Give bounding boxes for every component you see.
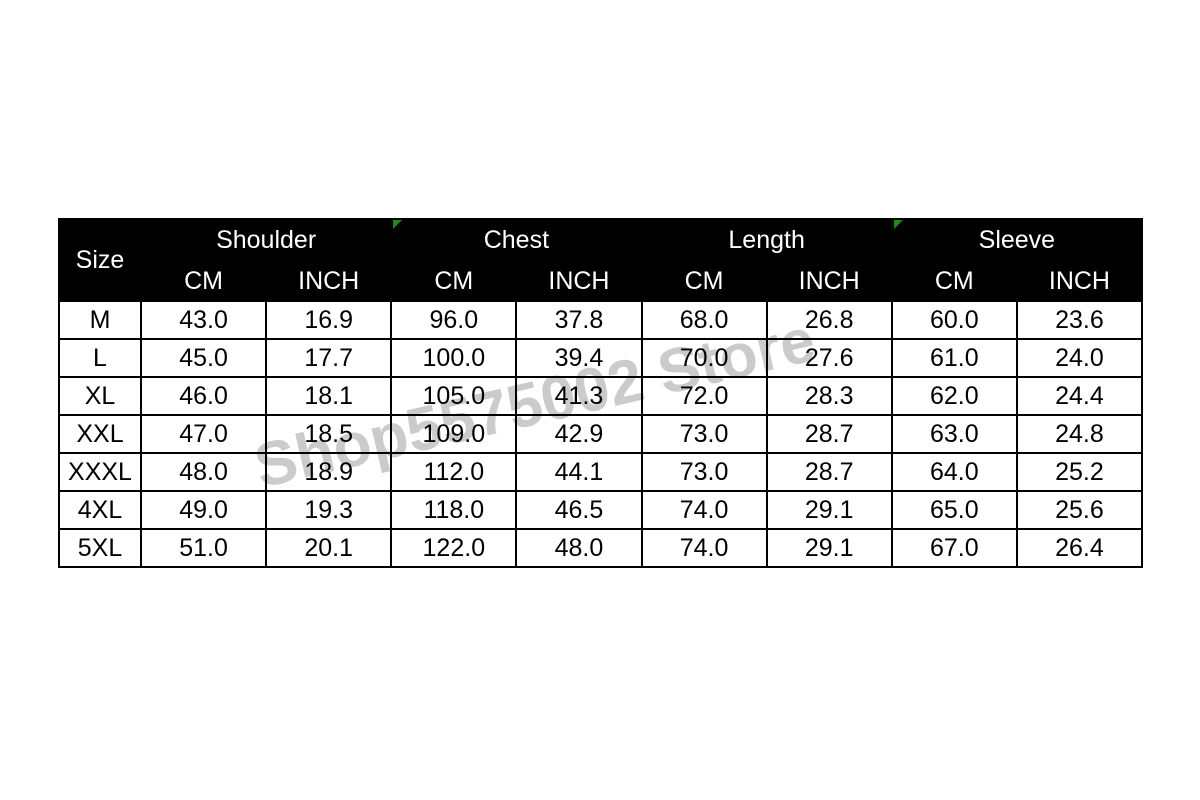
measurement-cell: 48.0: [139, 452, 268, 492]
measurement-cell: 27.6: [765, 338, 893, 378]
group-label: Sleeve: [978, 225, 1056, 254]
group-header-chest: Chest: [390, 218, 643, 262]
measurement-cell: 41.3: [515, 376, 643, 416]
unit-header-sleeve-cm: CM: [890, 260, 1018, 302]
size-chart-table: Size Shoulder Chest Length Sleeve CM: [58, 218, 1144, 568]
measurement-cell: 45.0: [139, 338, 268, 378]
measurement-cell: 44.1: [515, 452, 643, 492]
measurement-cell: 105.0: [390, 376, 518, 416]
measurement-cell: 46.5: [515, 490, 643, 530]
measurement-cell: 64.0: [890, 452, 1018, 492]
row-size-label: M: [58, 300, 142, 340]
measurement-cell: 60.0: [890, 300, 1018, 340]
table-row: XXXL 48.0 18.9 112.0 44.1 73.0 28.7 64.0 25.2: [58, 452, 1144, 492]
measurement-cell: 65.0: [890, 490, 1018, 530]
row-size-label: XL: [58, 376, 142, 416]
measurement-cell: 48.0: [515, 528, 643, 568]
unit-header-shoulder-inch: INCH: [265, 260, 393, 302]
row-size-label: 5XL: [58, 528, 142, 568]
group-header-length: Length: [640, 218, 893, 262]
measurement-cell: 51.0: [139, 528, 268, 568]
measurement-cell: 17.7: [265, 338, 393, 378]
measurement-cell: 62.0: [890, 376, 1018, 416]
measurement-cell: 25.6: [1015, 490, 1144, 530]
unit-header-chest-inch: INCH: [515, 260, 643, 302]
measurement-cell: 28.7: [765, 452, 893, 492]
row-size-label: XXL: [58, 414, 142, 454]
measurement-cell: 67.0: [890, 528, 1018, 568]
measurement-cell: 74.0: [640, 528, 768, 568]
measurement-cell: 112.0: [390, 452, 518, 492]
measurement-cell: 43.0: [139, 300, 268, 340]
measurement-cell: 37.8: [515, 300, 643, 340]
group-header-row: Size Shoulder Chest Length Sleeve: [58, 218, 1144, 302]
table-row: XXL 47.0 18.5 109.0 42.9 73.0 28.7 63.0 24.8: [58, 414, 1144, 454]
unit-header-row: CM INCH CM INCH CM INCH CM INCH: [59, 260, 1144, 302]
measurement-cell: 61.0: [890, 338, 1018, 378]
row-size-label: 4XL: [58, 490, 142, 530]
measurement-cell: 28.7: [765, 414, 893, 454]
measurement-cell: 28.3: [765, 376, 893, 416]
size-corner-cell: Size: [58, 218, 142, 302]
measurement-cell: 42.9: [515, 414, 643, 454]
measurement-cell: 63.0: [890, 414, 1018, 454]
measurement-cell: 73.0: [640, 452, 768, 492]
measurement-cell: 23.6: [1015, 300, 1144, 340]
table-row: M 43.0 16.9 96.0 37.8 68.0 26.8 60.0 23.6: [58, 300, 1144, 340]
measurement-cell: 26.4: [1015, 528, 1144, 568]
measurement-cell: 26.8: [765, 300, 893, 340]
unit-header-length-cm: CM: [640, 260, 768, 302]
unit-header-shoulder-cm: CM: [139, 260, 268, 302]
measurement-cell: 29.1: [765, 528, 893, 568]
measurement-cell: 39.4: [515, 338, 643, 378]
measurement-cell: 25.2: [1015, 452, 1144, 492]
measurement-cell: 19.3: [265, 490, 393, 530]
size-chart-body: M 43.0 16.9 96.0 37.8 68.0 26.8 60.0 23.6 L 45.0 17…: [58, 300, 1144, 568]
table-row: 4XL 49.0 19.3 118.0 46.5 74.0 29.1 65.0 25.6: [58, 490, 1144, 530]
measurement-cell: 68.0: [640, 300, 768, 340]
measurement-cell: 100.0: [390, 338, 518, 378]
group-label: Shoulder: [216, 225, 317, 254]
group-label: Chest: [483, 225, 550, 254]
measurement-cell: 46.0: [139, 376, 268, 416]
measurement-cell: 29.1: [765, 490, 893, 530]
table-row: XL 46.0 18.1 105.0 41.3 72.0 28.3 62.0 24.4: [58, 376, 1144, 416]
measurement-cell: 73.0: [640, 414, 768, 454]
measurement-cell: 118.0: [390, 490, 518, 530]
measurement-cell: 16.9: [265, 300, 393, 340]
unit-header-length-inch: INCH: [765, 260, 893, 302]
excel-corner-triangle-icon: [393, 221, 403, 229]
group-header-shoulder: Shoulder: [139, 218, 393, 262]
row-size-label: XXXL: [58, 452, 142, 492]
measurement-cell: 24.4: [1015, 376, 1144, 416]
measurement-cell: 24.0: [1015, 338, 1144, 378]
excel-corner-triangle-icon: [893, 221, 903, 229]
measurement-cell: 72.0: [640, 376, 768, 416]
measurement-cell: 18.9: [265, 452, 393, 492]
measurement-cell: 70.0: [640, 338, 768, 378]
group-header-sleeve: Sleeve: [890, 218, 1144, 262]
row-size-label: L: [58, 338, 142, 378]
measurement-cell: 47.0: [139, 414, 268, 454]
measurement-cell: 96.0: [390, 300, 518, 340]
measurement-cell: 18.5: [265, 414, 393, 454]
measurement-cell: 109.0: [390, 414, 518, 454]
table-row: 5XL 51.0 20.1 122.0 48.0 74.0 29.1 67.0 26.4: [58, 528, 1144, 568]
group-label: Length: [728, 225, 805, 254]
measurement-cell: 122.0: [390, 528, 518, 568]
measurement-cell: 74.0: [640, 490, 768, 530]
unit-header-sleeve-inch: INCH: [1015, 260, 1144, 302]
measurement-cell: 18.1: [265, 376, 393, 416]
measurement-cell: 20.1: [265, 528, 393, 568]
unit-header-chest-cm: CM: [390, 260, 518, 302]
measurement-cell: 49.0: [139, 490, 268, 530]
measurement-cell: 24.8: [1015, 414, 1144, 454]
table-row: L 45.0 17.7 100.0 39.4 70.0 27.6 61.0 24.0: [58, 338, 1144, 378]
